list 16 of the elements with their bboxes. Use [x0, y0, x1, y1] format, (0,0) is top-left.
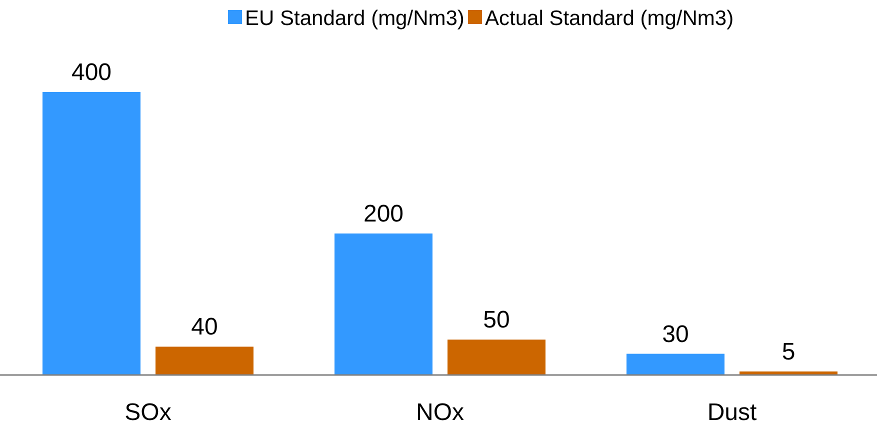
bar [626, 354, 724, 375]
data-label: 200 [363, 200, 404, 228]
x-tick-label: NOx [416, 399, 464, 426]
legend-label: EU Standard (mg/Nm3) [245, 7, 464, 30]
x-tick-label: Dust [707, 399, 757, 426]
data-label: 40 [191, 314, 218, 341]
bar [42, 92, 140, 375]
data-label: 50 [483, 306, 510, 334]
bar [334, 234, 432, 375]
data-label: 5 [782, 338, 796, 366]
x-tick-label: SOx [124, 399, 172, 426]
data-label: 400 [71, 59, 112, 86]
data-label: 30 [662, 320, 689, 348]
bar [448, 340, 546, 375]
legend-label: Actual Standard (mg/Nm3) [485, 7, 734, 30]
bar [156, 346, 254, 375]
